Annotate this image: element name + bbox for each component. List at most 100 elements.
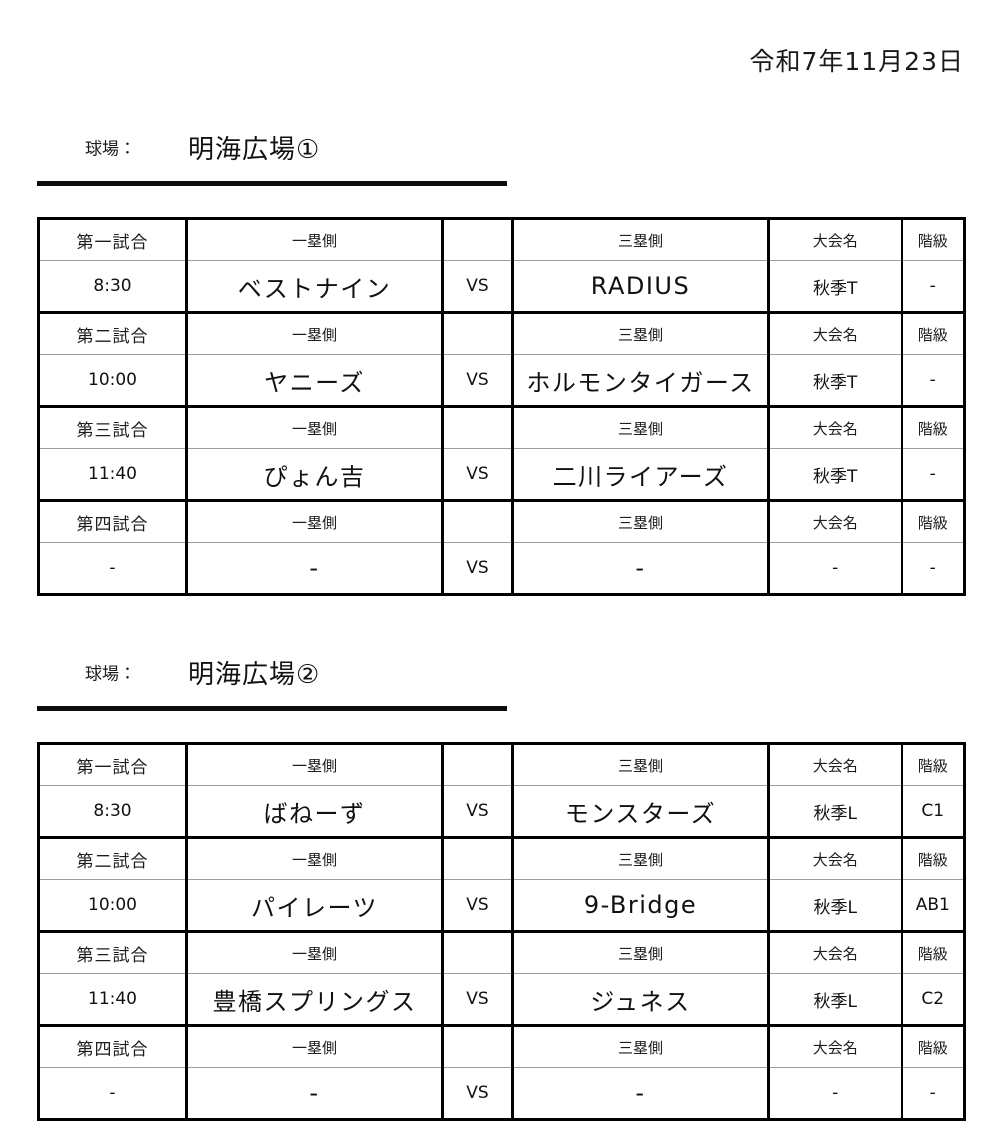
game-data-row: 10:00 パイレーツ VS 9-Bridge 秋季L AB1 [38, 879, 965, 932]
third-base-team-cell: モンスターズ [512, 785, 770, 838]
game-header-row: 第三試合 一塁側 三塁側 大会名 階級 [38, 930, 965, 974]
tournament-header-cell: 大会名 [768, 836, 903, 880]
venue-section-2: 球場： 明海広場② 第一試合 一塁側 三塁側 大会名 階級 8:30 ばねーず VS モンスターズ秋… [0, 657, 1000, 1127]
vs-cell: VS [442, 354, 514, 407]
third-base-header-cell: 三塁側 [512, 1024, 770, 1068]
first-base-team-cell: パイレーツ [186, 879, 444, 932]
game-label-cell: 第二試合 [38, 836, 188, 880]
game-header-row: 第一試合 一塁側 三塁側 大会名 階級 [38, 217, 965, 261]
first-base-team-cell: 豊橋スプリングス [186, 973, 444, 1026]
time-cell: 10:00 [38, 879, 188, 932]
third-base-header-cell: 三塁側 [512, 742, 770, 786]
tournament-cell: 秋季L [768, 785, 903, 838]
tournament-cell: 秋季T [768, 448, 903, 501]
vs-header-cell [442, 405, 514, 449]
heading-underline [37, 706, 507, 711]
vs-cell: VS [442, 879, 514, 932]
vs-header-cell [442, 930, 514, 974]
class-cell: C2 [921, 989, 945, 1009]
class-header-cell: 階級 [901, 499, 965, 543]
tournament-cell: 秋季L [768, 973, 903, 1026]
game-data-row: 11:40 ぴょん吉 VS 二川ライアーズ 秋季T - [38, 448, 965, 501]
vs-header-cell [442, 217, 514, 261]
game-header-row: 第一試合 一塁側 三塁側 大会名 階級 [38, 742, 965, 786]
class-cell: AB1 [915, 895, 950, 915]
first-base-header-cell: 一塁側 [186, 930, 444, 974]
tournament-header-cell: 大会名 [768, 930, 903, 974]
vs-header-cell [442, 836, 514, 880]
first-base-header-cell: 一塁側 [186, 1024, 444, 1068]
first-base-header-cell: 一塁側 [186, 217, 444, 261]
venue-heading: 球場： 明海広場① [85, 132, 320, 166]
vs-cell: VS [442, 448, 514, 501]
class-cell: - [929, 1083, 936, 1103]
class-header-cell: 階級 [901, 836, 965, 880]
venue-name: 明海広場② [188, 659, 321, 690]
tournament-cell: - [768, 1067, 903, 1120]
class-cell: - [929, 370, 936, 390]
first-base-team-cell: ヤニーズ [186, 354, 444, 407]
game-label-cell: 第一試合 [38, 742, 188, 786]
time-cell: 10:00 [38, 354, 188, 407]
tournament-cell: 秋季L [768, 879, 903, 932]
game-header-row: 第四試合 一塁側 三塁側 大会名 階級 [38, 499, 965, 543]
game-header-row: 第二試合 一塁側 三塁側 大会名 階級 [38, 311, 965, 355]
game-header-row: 第四試合 一塁側 三塁側 大会名 階級 [38, 1024, 965, 1068]
venue-label: 球場： [85, 664, 136, 685]
game-label-cell: 第四試合 [38, 1024, 188, 1068]
third-base-header-cell: 三塁側 [512, 499, 770, 543]
vs-cell: VS [442, 1067, 514, 1120]
game-data-row: 8:30 ばねーず VS モンスターズ 秋季L C1 [38, 785, 965, 838]
game-data-row: - - VS - - - [38, 542, 965, 595]
tournament-header-cell: 大会名 [768, 311, 903, 355]
class-cell: - [929, 276, 936, 296]
third-base-team-cell: - [512, 1067, 770, 1120]
tournament-header-cell: 大会名 [768, 1024, 903, 1068]
schedule-table-1: 第一試合 一塁側 三塁側 大会名 階級 8:30 ベストナイン VS RADIUS 秋季T - 第二試… [37, 217, 966, 596]
heading-underline [37, 181, 507, 186]
class-header-cell: 階級 [901, 405, 965, 449]
first-base-team-cell: ベストナイン [186, 260, 444, 313]
date: 令和7年11月23日 [749, 47, 964, 76]
game-label-cell: 第三試合 [38, 405, 188, 449]
vs-header-cell [442, 1024, 514, 1068]
game-label-cell: 第四試合 [38, 499, 188, 543]
tournament-header-cell: 大会名 [768, 499, 903, 543]
vs-header-cell [442, 499, 514, 543]
third-base-header-cell: 三塁側 [512, 217, 770, 261]
vs-cell: VS [442, 260, 514, 313]
time-cell: - [38, 1067, 188, 1120]
first-base-header-cell: 一塁側 [186, 836, 444, 880]
third-base-header-cell: 三塁側 [512, 311, 770, 355]
first-base-team-cell: - [186, 542, 444, 595]
third-base-team-cell: - [512, 542, 770, 595]
third-base-team-cell: ホルモンタイガース [512, 354, 770, 407]
time-cell: 8:30 [38, 260, 188, 313]
class-cell: - [929, 464, 936, 484]
vs-cell: VS [442, 785, 514, 838]
first-base-header-cell: 一塁側 [186, 311, 444, 355]
game-header-row: 第二試合 一塁側 三塁側 大会名 階級 [38, 836, 965, 880]
third-base-team-cell: 9-Bridge [512, 879, 770, 932]
third-base-team-cell: RADIUS [512, 260, 770, 313]
class-header-cell: 階級 [901, 1024, 965, 1068]
tournament-header-cell: 大会名 [768, 742, 903, 786]
class-header-cell: 階級 [901, 742, 965, 786]
tournament-cell: 秋季T [768, 260, 903, 313]
vs-header-cell [442, 742, 514, 786]
class-cell: - [929, 558, 936, 578]
third-base-header-cell: 三塁側 [512, 930, 770, 974]
venue-heading: 球場： 明海広場② [85, 657, 320, 691]
game-data-row: 8:30 ベストナイン VS RADIUS 秋季T - [38, 260, 965, 313]
time-cell: 11:40 [38, 973, 188, 1026]
venue-label: 球場： [85, 139, 136, 160]
vs-cell: VS [442, 973, 514, 1026]
game-label-cell: 第二試合 [38, 311, 188, 355]
time-cell: - [38, 542, 188, 595]
time-cell: 11:40 [38, 448, 188, 501]
game-label-cell: 第三試合 [38, 930, 188, 974]
game-label-cell: 第一試合 [38, 217, 188, 261]
first-base-header-cell: 一塁側 [186, 405, 444, 449]
time-cell: 8:30 [38, 785, 188, 838]
